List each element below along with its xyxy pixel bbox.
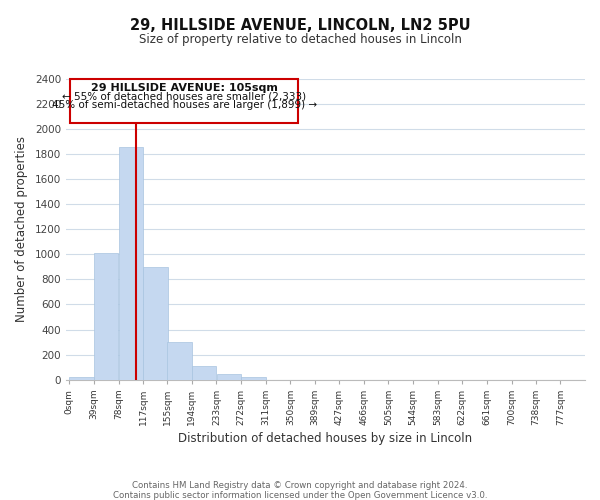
Bar bbox=[94, 253, 118, 380]
Text: Contains public sector information licensed under the Open Government Licence v3: Contains public sector information licen… bbox=[113, 491, 487, 500]
Text: Size of property relative to detached houses in Lincoln: Size of property relative to detached ho… bbox=[139, 32, 461, 46]
Y-axis label: Number of detached properties: Number of detached properties bbox=[15, 136, 28, 322]
Bar bbox=[70, 377, 94, 380]
X-axis label: Distribution of detached houses by size in Lincoln: Distribution of detached houses by size … bbox=[178, 432, 473, 445]
Text: ← 55% of detached houses are smaller (2,333): ← 55% of detached houses are smaller (2,… bbox=[62, 92, 307, 102]
Bar bbox=[192, 366, 217, 380]
Bar bbox=[119, 146, 143, 380]
Bar bbox=[217, 374, 241, 380]
Bar bbox=[241, 377, 266, 380]
Bar bbox=[143, 267, 167, 380]
Bar bbox=[167, 342, 191, 380]
Text: Contains HM Land Registry data © Crown copyright and database right 2024.: Contains HM Land Registry data © Crown c… bbox=[132, 481, 468, 490]
Text: 45% of semi-detached houses are larger (1,899) →: 45% of semi-detached houses are larger (… bbox=[52, 100, 317, 110]
Text: 29 HILLSIDE AVENUE: 105sqm: 29 HILLSIDE AVENUE: 105sqm bbox=[91, 83, 278, 93]
Text: 29, HILLSIDE AVENUE, LINCOLN, LN2 5PU: 29, HILLSIDE AVENUE, LINCOLN, LN2 5PU bbox=[130, 18, 470, 32]
Bar bbox=[70, 79, 298, 123]
